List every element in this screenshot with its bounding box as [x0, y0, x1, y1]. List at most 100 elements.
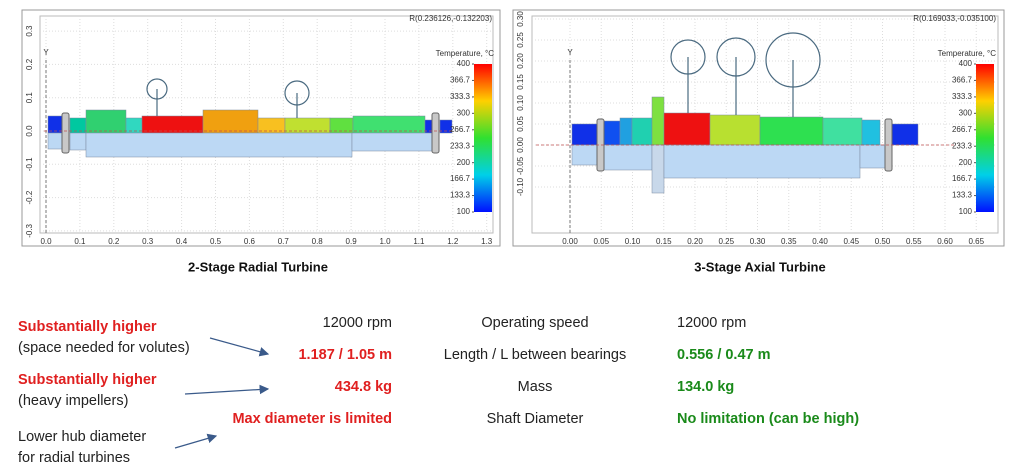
colorbar	[976, 64, 994, 212]
colorbar-label: 200	[457, 158, 471, 167]
x-tick-label: 1.1	[413, 237, 425, 246]
x-tick-label: 0.25	[718, 237, 734, 246]
rotor-segment	[631, 117, 653, 146]
y-tick-label: 0.3	[25, 25, 34, 37]
rotor-segment	[141, 115, 204, 134]
y-tick-label: 0.05	[516, 116, 525, 132]
colorbar-title: Temperature, °C	[436, 49, 495, 58]
x-tick-label: 0.4	[176, 237, 188, 246]
x-tick-label: 0.55	[906, 237, 922, 246]
arrows	[174, 337, 270, 449]
x-tick-label: 0.2	[108, 237, 120, 246]
x-tick-label: 0.15	[656, 237, 672, 246]
colorbar-label: 233.3	[450, 141, 471, 150]
rotor-segment	[571, 123, 598, 146]
x-tick-label: 0.10	[625, 237, 641, 246]
colorbar-label: 300	[959, 108, 973, 117]
note-title: Substantially higher	[18, 319, 157, 335]
x-tick-label: 0.6	[244, 237, 256, 246]
colorbar-label: 266.7	[952, 125, 973, 134]
colorbar-label: 100	[959, 207, 973, 216]
x-tick-label: 0.05	[593, 237, 609, 246]
rotor-segment	[85, 109, 127, 134]
colorbar-label: 366.7	[450, 76, 471, 85]
radial-value: 434.8 kg	[335, 379, 392, 395]
colorbar-label: 333.3	[952, 92, 973, 101]
x-tick-label: 0.3	[142, 237, 154, 246]
x-tick-label: 0.45	[843, 237, 859, 246]
y-tick-label: 0.00	[516, 137, 525, 153]
bearing	[431, 112, 440, 154]
readout: R(0.169033,-0.035100)	[913, 14, 996, 23]
rotor-segment	[47, 132, 63, 150]
rotor-segment	[861, 119, 881, 146]
rotor-segment	[571, 144, 598, 166]
colorbar-label: 300	[457, 108, 471, 117]
colorbar-label: 233.3	[952, 141, 973, 150]
rotor-segment	[69, 132, 87, 151]
rotor-panel: 0.00 0.05 0.10 0.15 0.20 0.25 0.30 0.35 0.40 0.45…	[512, 9, 1005, 274]
caption: 2-Stage Radial Turbine	[188, 259, 328, 274]
colorbar-label: 100	[457, 207, 471, 216]
x-tick-label: 0.0	[40, 237, 52, 246]
x-tick-label: 0.35	[781, 237, 797, 246]
rotor-segment	[619, 117, 633, 146]
y-tick-label: 0.10	[516, 95, 525, 111]
colorbar-label: 133.3	[450, 191, 471, 200]
note-line: for radial turbines	[18, 450, 130, 466]
rotor-panel: 0.0 0.1 0.2 0.3 0.4 0.5 0.6 0.7 0.8 0.9 1.0 1.1 1.2 1…	[21, 9, 501, 274]
y-tick-label: 0.1	[25, 92, 34, 104]
rotor-segment	[859, 144, 886, 169]
y-tick-label: 0.15	[516, 74, 525, 90]
rotor-segment	[439, 119, 453, 134]
x-tick-label: 0.40	[812, 237, 828, 246]
note-text: (heavy impellers)	[18, 393, 128, 409]
colorbar-label: 266.7	[450, 125, 471, 134]
x-tick-label: 0.9	[346, 237, 358, 246]
rotor-segment	[351, 132, 433, 152]
x-tick-label: 0.50	[875, 237, 891, 246]
x-tick-label: 0.1	[74, 237, 86, 246]
x-tick-label: 0.20	[687, 237, 703, 246]
y-tick-label: 0.30	[516, 11, 525, 27]
y-tick-label: -0.2	[25, 190, 34, 204]
y-tick-label: 0.0	[25, 125, 34, 137]
x-tick-label: 1.2	[447, 237, 459, 246]
radial-value: 1.187 / 1.05 m	[298, 347, 392, 363]
metric: Operating speed	[481, 315, 588, 331]
radial-value: Max diameter is limited	[232, 411, 392, 427]
rotor-segment	[891, 123, 919, 146]
axis-letter: Y	[43, 48, 49, 57]
x-tick-label: 0.5	[210, 237, 222, 246]
colorbar-label: 166.7	[450, 174, 471, 183]
colorbar-label: 400	[959, 59, 973, 68]
rotor-segment	[709, 114, 761, 146]
note-line: Lower hub diameter	[18, 429, 146, 445]
rotor-segment	[663, 112, 711, 146]
note-text: (space needed for volutes)	[18, 340, 190, 356]
rotor-segment	[822, 117, 863, 146]
x-tick-label: 0.7	[278, 237, 290, 246]
rotor-segment	[759, 116, 824, 146]
caption: 3-Stage Axial Turbine	[694, 259, 825, 274]
colorbar-label: 333.3	[450, 92, 471, 101]
x-tick-label: 0.60	[937, 237, 953, 246]
axial-value: 12000 rpm	[677, 315, 746, 331]
x-tick-label: 0.65	[968, 237, 984, 246]
rotor-segment	[603, 120, 621, 146]
rotor-segment	[603, 144, 653, 171]
rotor-segment	[663, 144, 861, 179]
x-tick-label: 1.3	[481, 237, 493, 246]
rotor-segment	[69, 117, 87, 134]
rotor-segment	[85, 132, 353, 158]
colorbar-label: 200	[959, 158, 973, 167]
x-tick-label: 0.30	[750, 237, 766, 246]
axial-value: 0.556 / 0.47 m	[677, 347, 771, 363]
colorbar	[474, 64, 492, 212]
axial-value: No limitation (can be high)	[677, 411, 859, 427]
y-tick-label: -0.10	[516, 177, 525, 196]
note-title: Substantially higher	[18, 372, 157, 388]
radial-value: 12000 rpm	[323, 315, 392, 331]
